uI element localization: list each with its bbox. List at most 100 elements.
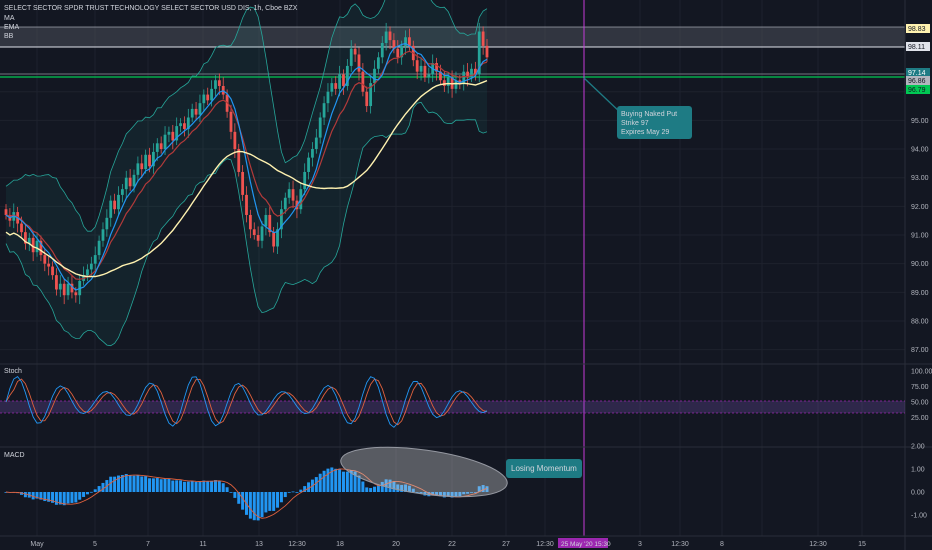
candle-body xyxy=(132,174,136,187)
macd-bar xyxy=(210,480,214,492)
candle-body xyxy=(210,88,213,101)
candle-body xyxy=(183,123,186,129)
macd-bar xyxy=(466,492,470,494)
time-label: 12:30 xyxy=(671,541,689,548)
candle-body xyxy=(326,91,330,104)
candle-body xyxy=(214,80,217,89)
time-label: 15 xyxy=(858,541,866,548)
candle-body xyxy=(349,48,353,66)
macd-bar xyxy=(202,480,206,492)
macd-bar xyxy=(256,492,260,521)
candle-body xyxy=(237,149,241,172)
candle-body xyxy=(408,37,411,46)
price-badge xyxy=(906,42,930,51)
time-label: 12:30 xyxy=(809,541,827,548)
macd-bar xyxy=(31,492,35,500)
symbol-title[interactable]: SELECT SECTOR SPDR TRUST TECHNOLOGY SELE… xyxy=(4,5,298,12)
candle-body xyxy=(27,237,31,244)
candle-body xyxy=(380,42,384,58)
time-axis[interactable]: May 5 7 11 13 12:30 18 20 22 27 12:30 3 12:30 8 12:30 1… xyxy=(30,541,866,548)
macd-bar xyxy=(404,484,408,492)
macd-bar xyxy=(365,487,369,492)
stoch-axis[interactable]: 100.00 75.00 50.00 25.00 xyxy=(911,369,932,423)
momentum-callout xyxy=(506,459,582,478)
candle-body xyxy=(179,123,182,127)
macd-bar xyxy=(400,484,404,492)
stoch-tick-label: 100.00 xyxy=(911,369,932,376)
candle-body xyxy=(66,283,70,296)
candle-body xyxy=(280,209,283,230)
price-badge-label: 96.86 xyxy=(908,78,926,85)
macd-bar xyxy=(182,481,186,492)
candle-body xyxy=(404,37,407,46)
macd-bar xyxy=(62,492,66,506)
candle-body xyxy=(322,103,326,118)
macd-axis[interactable]: 2.00 1.00 0.00 -1.00 xyxy=(911,444,927,520)
macd-tick-label: 1.00 xyxy=(911,467,925,474)
candle-body xyxy=(124,177,128,190)
put-note-callout xyxy=(617,106,692,139)
candle-body xyxy=(318,117,322,138)
macd-bar xyxy=(78,492,82,500)
bb-band-zone xyxy=(0,27,905,47)
time-label: 12:30 xyxy=(288,541,306,548)
macd-bar xyxy=(97,486,101,492)
macd-bar xyxy=(276,492,280,508)
candle-body xyxy=(93,255,97,264)
macd-bar xyxy=(179,480,183,492)
candle-body xyxy=(120,189,124,195)
callout-pointer xyxy=(583,77,623,115)
macd-bar xyxy=(39,492,43,500)
macd-bar xyxy=(194,481,198,492)
macd-bar xyxy=(233,492,237,498)
macd-bar xyxy=(163,478,167,492)
macd-histogram xyxy=(4,467,489,521)
macd-bar xyxy=(155,477,159,492)
bb-lower-line xyxy=(5,101,488,347)
macd-bar xyxy=(287,492,291,493)
macd-bar xyxy=(361,481,365,492)
macd-bar xyxy=(427,492,431,497)
candle-body xyxy=(342,74,345,86)
candle-body xyxy=(392,40,396,49)
macd-bar xyxy=(334,468,338,492)
price-tick-label: 92.00 xyxy=(911,204,929,211)
candle-body xyxy=(148,154,151,167)
indicator-ema-label[interactable]: EMA xyxy=(4,24,20,31)
macd-bar xyxy=(190,480,194,492)
indicator-ma-label[interactable]: MA xyxy=(4,15,15,22)
candle-body xyxy=(287,189,291,198)
time-label: May xyxy=(30,541,44,548)
candle-body xyxy=(268,214,272,233)
macd-bar xyxy=(307,482,311,492)
price-badge-label: 96.79 xyxy=(908,87,926,94)
candle-body xyxy=(400,45,404,58)
macd-bar xyxy=(217,480,221,492)
time-label: 22 xyxy=(448,541,456,548)
macd-bar xyxy=(66,492,70,504)
candle-body xyxy=(89,263,93,270)
macd-bar xyxy=(151,478,155,492)
macd-bar xyxy=(198,481,202,492)
candle-body xyxy=(466,71,470,78)
candle-body xyxy=(369,83,373,107)
time-highlight-badge xyxy=(558,538,608,548)
price-tick-label: 91.00 xyxy=(911,233,929,240)
macd-bar xyxy=(167,478,171,492)
macd-bar xyxy=(43,492,47,502)
macd-bar xyxy=(54,492,58,505)
indicator-bb-label[interactable]: BB xyxy=(4,33,14,40)
macd-bar xyxy=(299,489,303,492)
macd-bar xyxy=(74,492,78,503)
macd-bar xyxy=(384,479,388,492)
macd-bar xyxy=(411,488,415,492)
candle-body xyxy=(303,171,307,190)
macd-bar xyxy=(330,467,334,492)
macd-bar xyxy=(458,492,462,497)
macd-bar xyxy=(140,476,144,492)
macd-bar xyxy=(85,492,89,495)
stoch-label: Stoch xyxy=(4,368,22,375)
macd-bar xyxy=(225,487,229,492)
candle-body xyxy=(117,194,120,210)
